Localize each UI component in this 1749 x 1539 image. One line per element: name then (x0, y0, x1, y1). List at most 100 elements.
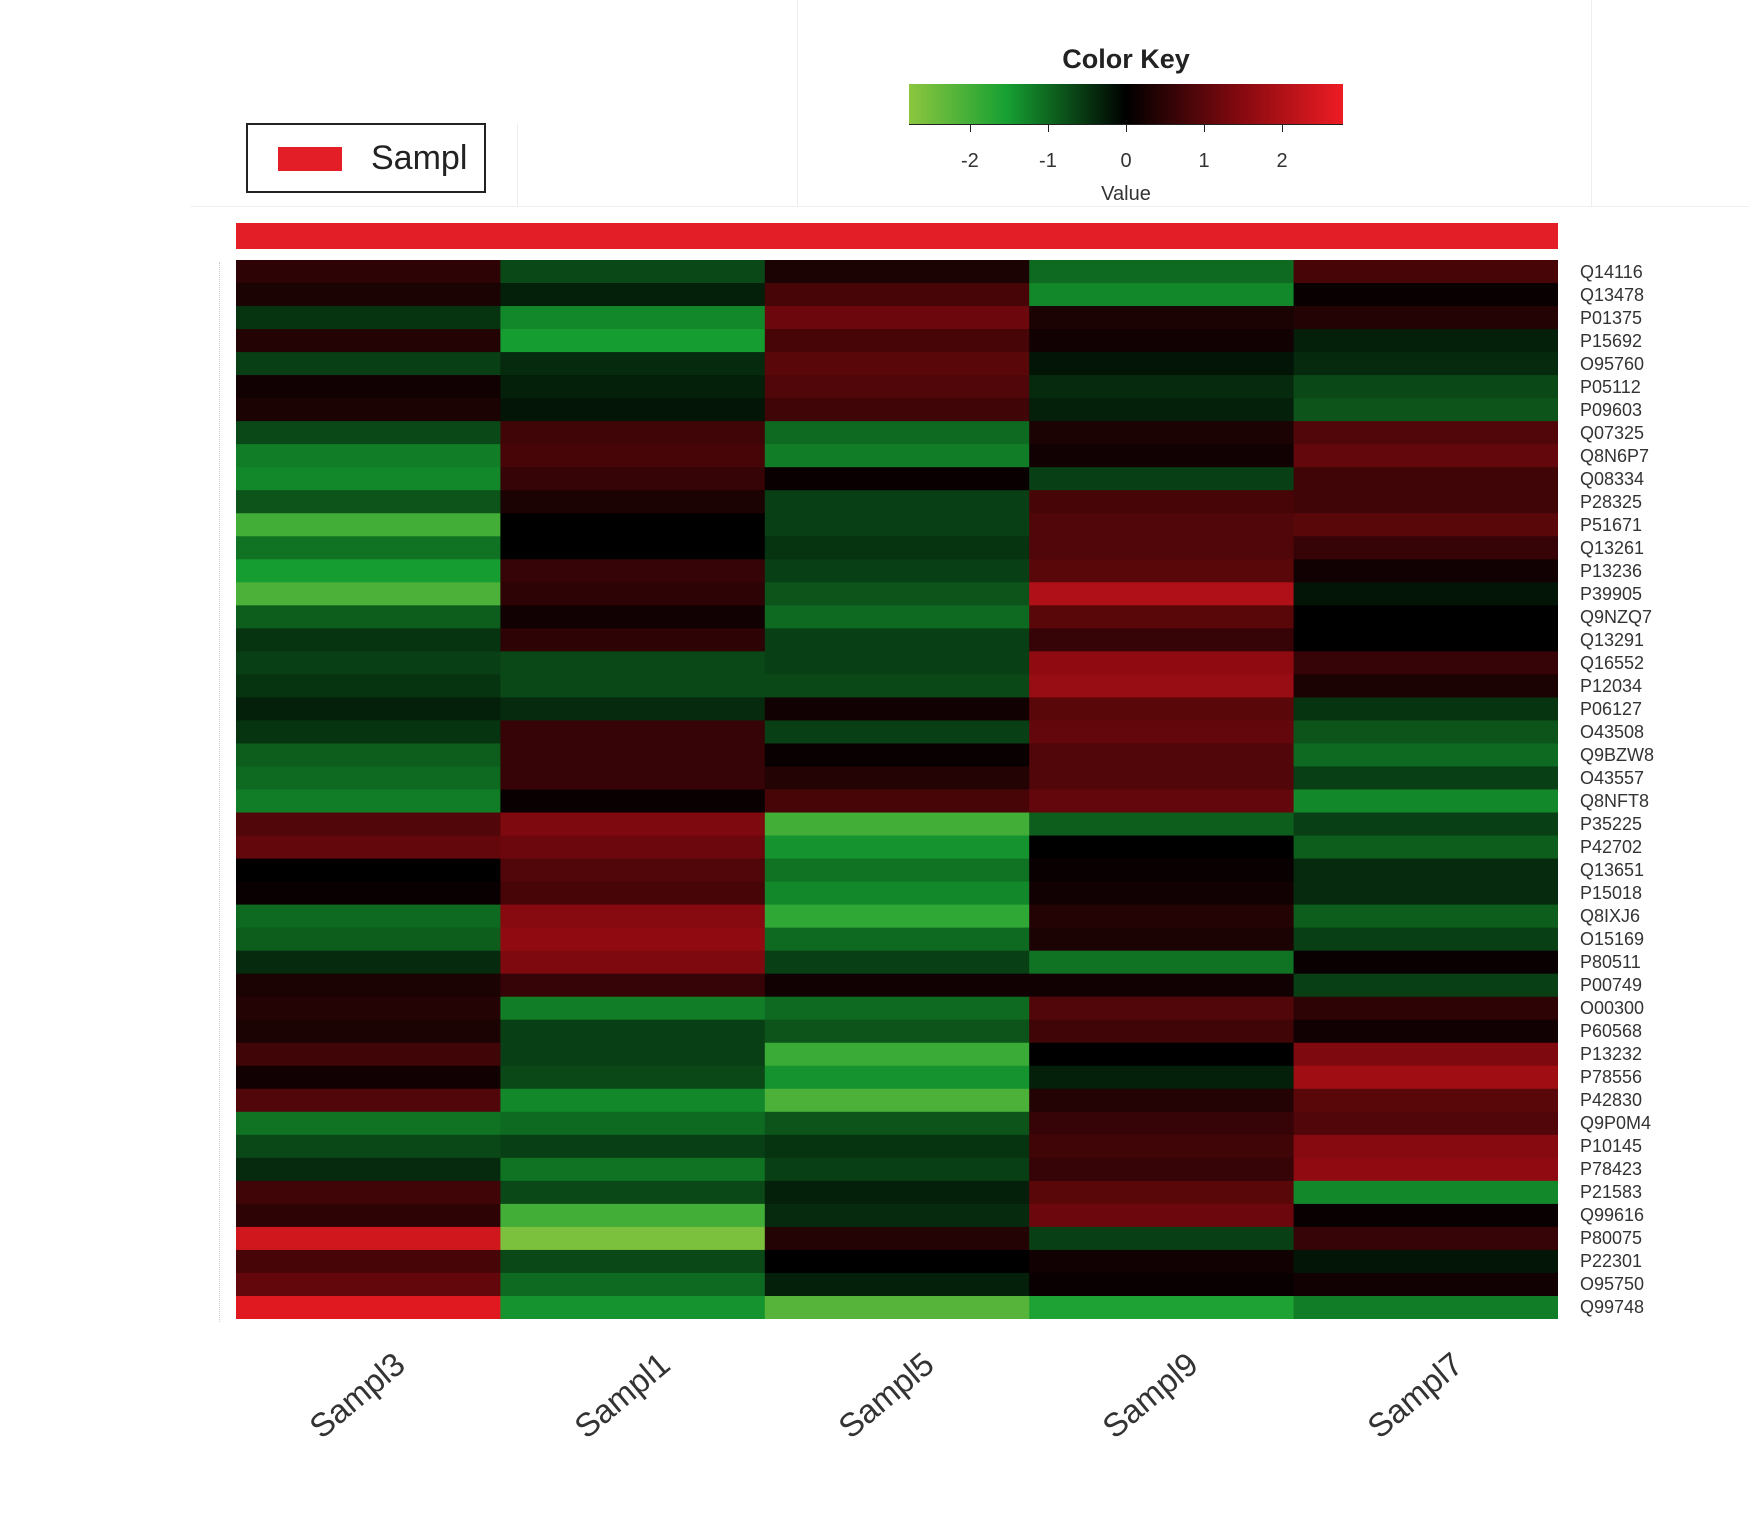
heatmap-cell (236, 1249, 501, 1274)
heatmap-cell (500, 812, 766, 837)
color-key-tick-label: 1 (1198, 150, 1210, 172)
color-key-tick-label: 2 (1276, 150, 1288, 172)
heatmap-cell (1029, 628, 1295, 652)
row-label: Q08334 (1580, 468, 1645, 489)
heatmap-cell (1293, 1203, 1558, 1228)
heatmap-cell (1293, 651, 1558, 675)
heatmap-cell (1293, 950, 1558, 975)
heatmap-cell (500, 950, 766, 975)
heatmap-cell (764, 536, 1030, 560)
heatmap-cell (1029, 1226, 1295, 1251)
color-key-tick (1126, 124, 1127, 132)
heatmap-cell (764, 329, 1030, 353)
heatmap-cell (500, 1180, 766, 1205)
heatmap-cell (236, 605, 501, 629)
heatmap-cell (1293, 1088, 1558, 1113)
heatmap-cell (500, 1134, 766, 1159)
heatmap-cell (500, 490, 766, 514)
heatmap-cell (1029, 812, 1295, 837)
heatmap-cell (500, 1226, 766, 1251)
heatmap-cell (764, 697, 1030, 721)
heatmap-cell (1293, 375, 1558, 399)
heatmap-cell (764, 789, 1030, 814)
row-label: P00749 (1580, 975, 1643, 996)
row-label: P60568 (1580, 1021, 1643, 1042)
heatmap-cell (500, 1203, 766, 1228)
heatmap-cell (236, 1134, 501, 1159)
heatmap-cell (236, 996, 501, 1021)
heatmap-cell (1293, 421, 1558, 445)
heatmap-cell (500, 973, 766, 998)
heatmap-cell (500, 1042, 766, 1067)
row-label: O95750 (1580, 1274, 1645, 1295)
heatmap-cell (1029, 444, 1295, 468)
heatmap-cell (1029, 1088, 1295, 1113)
heatmap-cell (1029, 536, 1295, 560)
row-label: P05112 (1580, 376, 1641, 397)
heatmap-cell (1293, 490, 1558, 514)
heatmap-cell (500, 559, 766, 583)
heatmap-cell (1293, 329, 1558, 353)
color-key-tick (1204, 124, 1206, 132)
row-label: P22301 (1580, 1251, 1643, 1272)
heatmap-cell (1029, 1111, 1295, 1136)
heatmap-cell (764, 398, 1030, 422)
heatmap-cell (764, 720, 1030, 744)
heatmap-cell (764, 1088, 1030, 1113)
row-label: P21583 (1580, 1182, 1643, 1203)
heatmap-cell (236, 674, 501, 698)
row-label: Q13261 (1580, 537, 1645, 558)
heatmap-cell (500, 283, 766, 307)
heatmap-cell (236, 559, 501, 583)
heatmap-cell (1029, 467, 1295, 491)
heatmap-cell (236, 467, 501, 491)
row-label: P78556 (1580, 1067, 1643, 1088)
heatmap-cell (1293, 1134, 1558, 1159)
heatmap-cell (500, 996, 766, 1021)
row-label: O95760 (1580, 353, 1645, 374)
heatmap-cell (236, 444, 501, 468)
heatmap-cell (1029, 398, 1295, 422)
heatmap-cell (764, 1295, 1030, 1319)
row-label: P15692 (1580, 330, 1643, 351)
column-label: Sampl7 (1359, 1345, 1470, 1446)
row-label: Q07325 (1580, 422, 1645, 443)
row-label: P42702 (1580, 837, 1643, 858)
heatmap-cell (764, 421, 1030, 445)
heatmap-cell (1293, 1249, 1558, 1274)
heatmap-cell (764, 1272, 1030, 1297)
heatmap-cell (764, 1065, 1030, 1090)
heatmap-cell (1293, 1042, 1558, 1067)
column-label: Sampl9 (1095, 1345, 1206, 1446)
heatmap-cell (236, 513, 501, 537)
heatmap-cell (764, 1134, 1030, 1159)
heatmap-cell (1293, 881, 1558, 906)
heatmap-cell (236, 536, 501, 560)
heatmap-cell (500, 858, 766, 883)
heatmap-cell (500, 1019, 766, 1044)
heatmap-cell (236, 375, 501, 399)
heatmap-cell (764, 1042, 1030, 1067)
row-label: P15018 (1580, 883, 1643, 904)
heatmap-cell (1029, 1042, 1295, 1067)
color-key-xlabel: Value (1101, 183, 1151, 205)
heatmap-cell (500, 1249, 766, 1274)
heatmap-cell (500, 766, 766, 790)
heatmap-cell (1029, 1203, 1295, 1228)
column-label: Sampl3 (302, 1345, 412, 1446)
heatmap-cell (1293, 306, 1558, 330)
heatmap-cell (1029, 651, 1295, 675)
heatmap-cell (764, 881, 1030, 906)
row-label: P28325 (1580, 491, 1643, 512)
legend: Sampl (246, 123, 486, 193)
row-label: P12034 (1580, 675, 1643, 696)
heatmap-cell (1029, 697, 1295, 721)
heatmap-cell (764, 1249, 1030, 1274)
legend-label: Sampl (371, 139, 468, 177)
row-label: O00300 (1580, 998, 1645, 1019)
heatmap-cell (500, 881, 766, 906)
heatmap-cell (1029, 1249, 1295, 1274)
heatmap-cell (764, 559, 1030, 583)
heatmap-cell (764, 490, 1030, 514)
heatmap-cell (500, 444, 766, 468)
